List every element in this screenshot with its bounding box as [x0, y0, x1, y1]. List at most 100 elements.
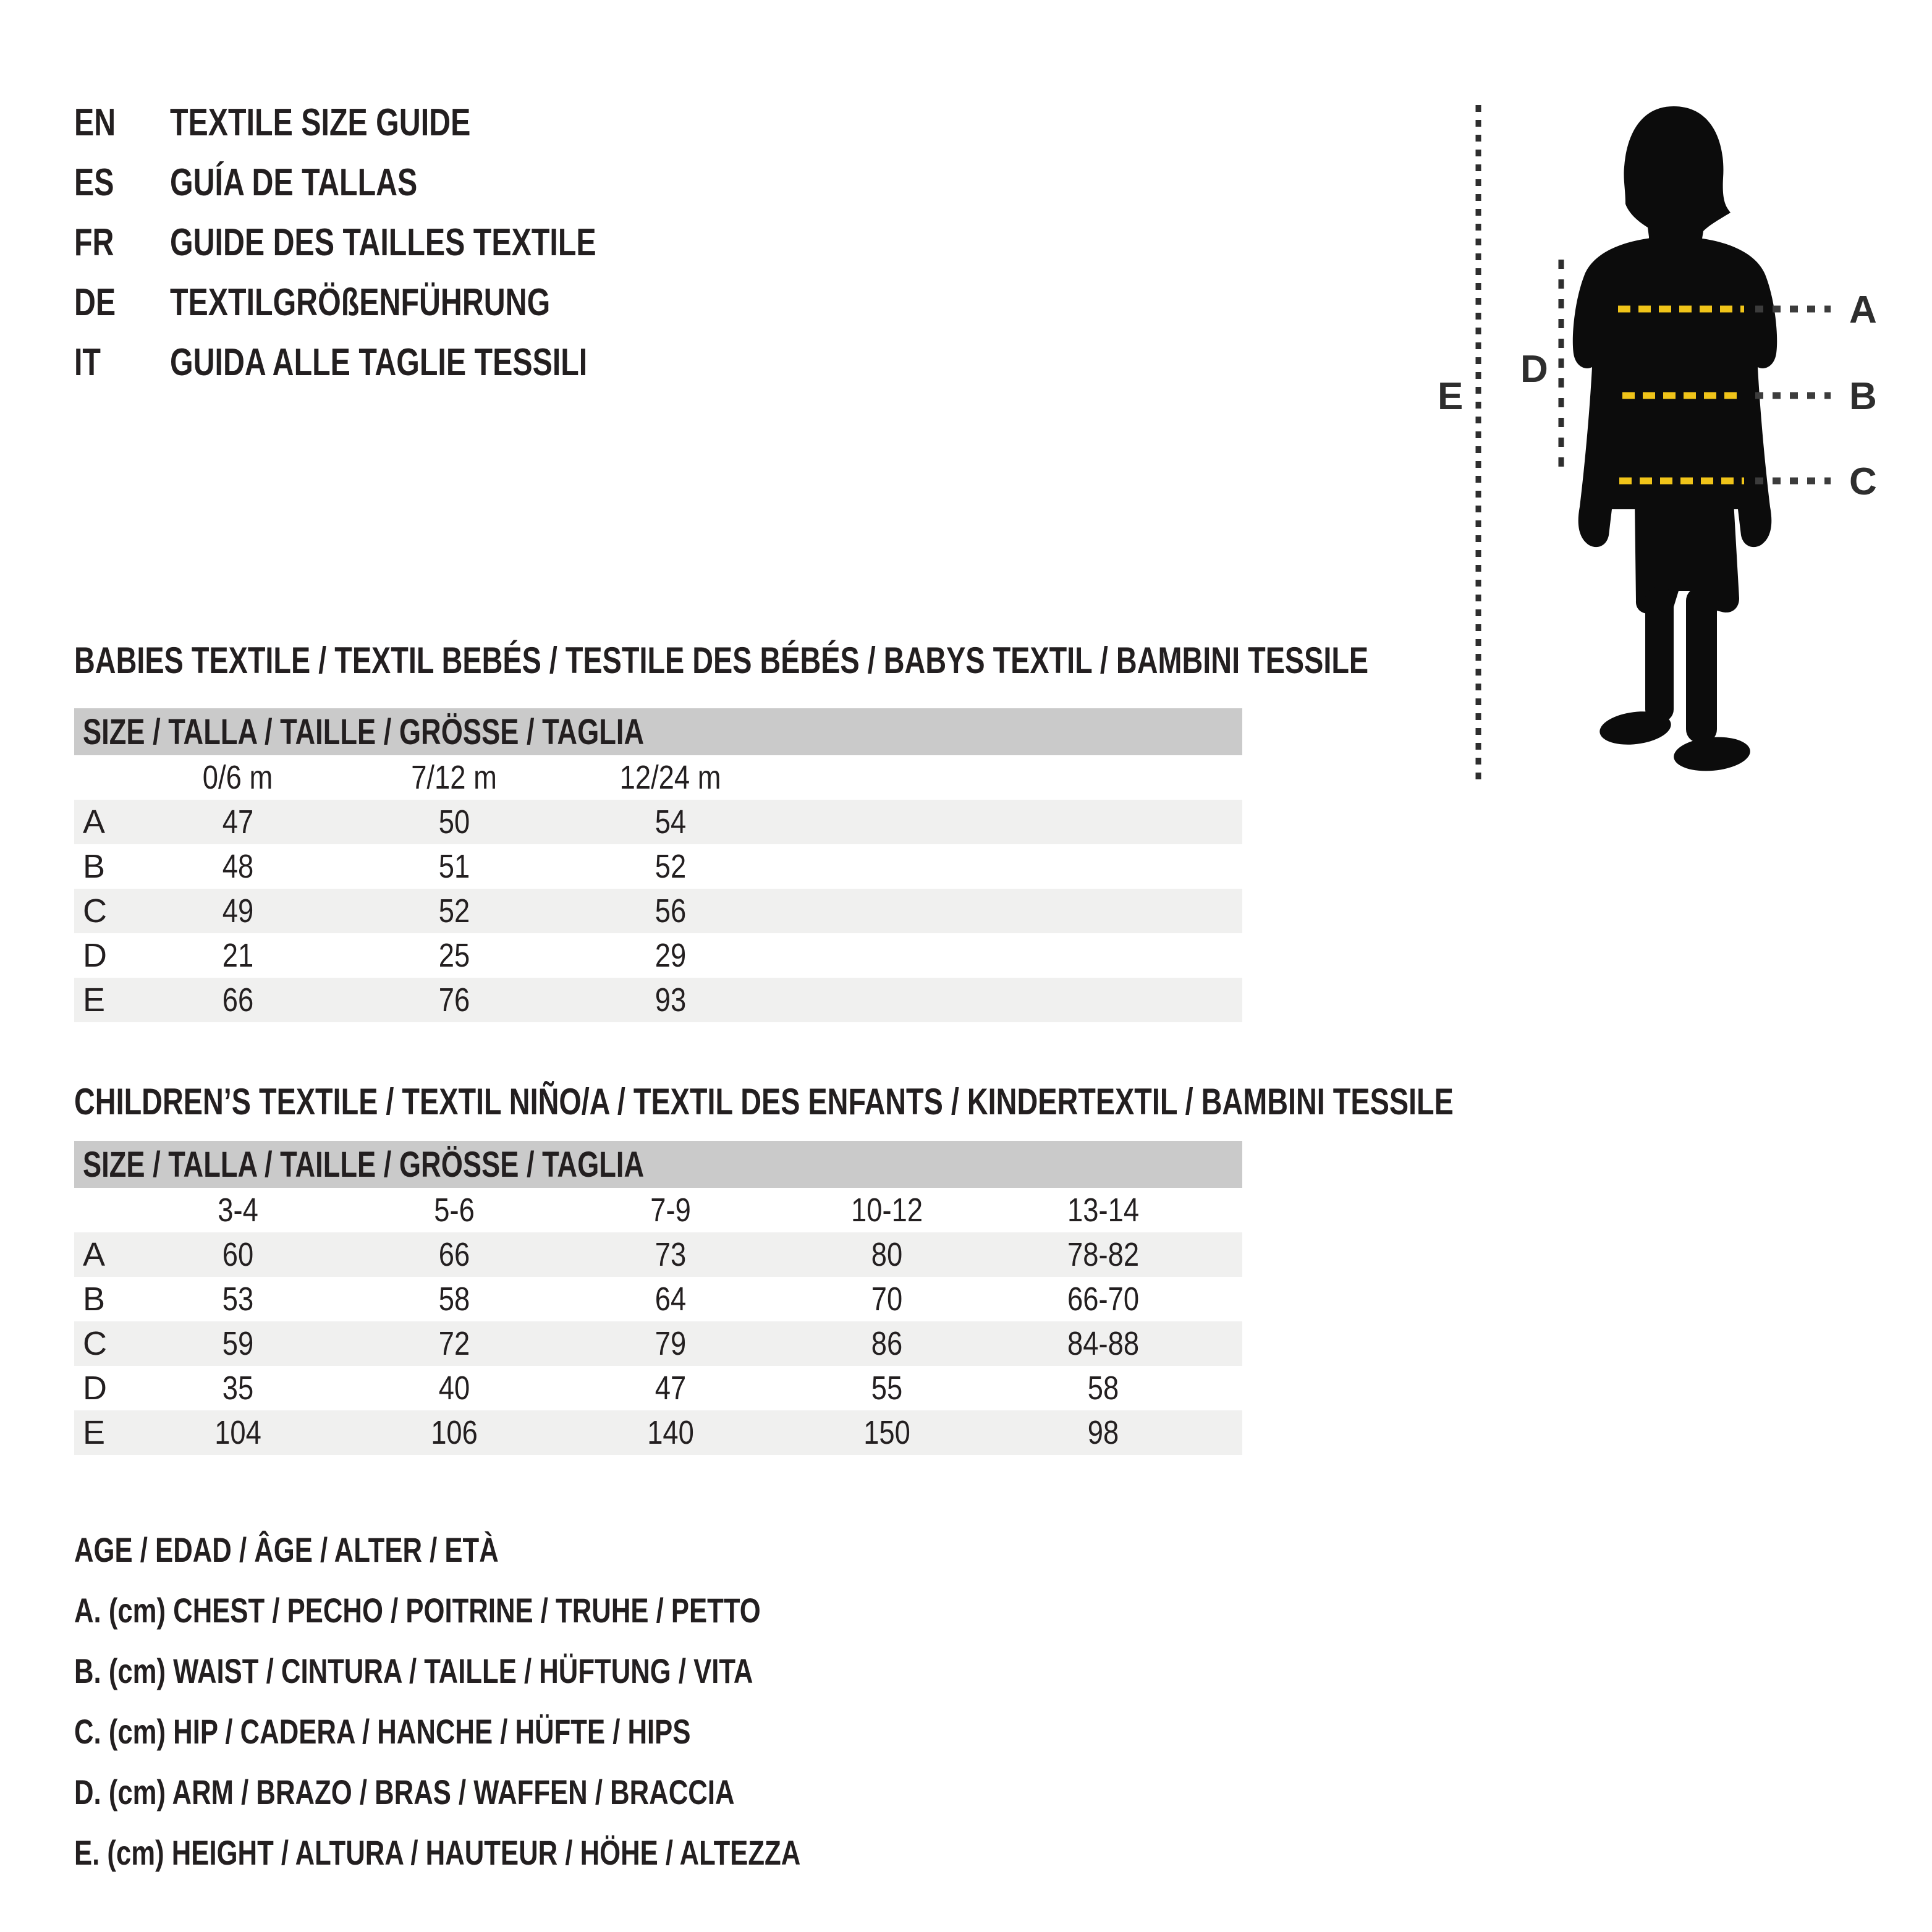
- size-value: 52: [438, 892, 470, 930]
- row-label: C: [83, 1325, 107, 1362]
- babies-section-title: BABIES TEXTILE / TEXTIL BEBÉS / TESTILE …: [74, 640, 1369, 681]
- children-column-header: 13-14: [1067, 1192, 1140, 1229]
- size-value: 72: [438, 1325, 470, 1362]
- children-column-header: 5-6: [434, 1192, 475, 1229]
- legend-hip: C. (cm) HIP / CADERA / HANCHE / HÜFTE / …: [74, 1711, 691, 1751]
- size-value: 106: [431, 1414, 478, 1451]
- children-size-table: 3-4 5-6 7-9 10-12 13-14 A 60 66 73 80 78…: [74, 1188, 1242, 1455]
- table-row: E 104 106 140 150 98: [74, 1410, 1242, 1455]
- size-value: 84-88: [1067, 1325, 1140, 1362]
- filler-cell: [779, 889, 1242, 933]
- measurement-legend: AGE / EDAD / ÂGE / ALTER / ETÀ A. (cm) C…: [74, 1519, 1006, 1883]
- measure-label-d: D: [1520, 348, 1548, 391]
- language-code: IT: [74, 341, 101, 384]
- size-value: 79: [655, 1325, 687, 1362]
- size-value: 47: [222, 803, 254, 841]
- size-value: 54: [655, 803, 687, 841]
- size-value: 56: [655, 892, 687, 930]
- row-label: A: [83, 1236, 106, 1273]
- measure-label-a: A: [1849, 289, 1877, 331]
- legend-chest: A. (cm) CHEST / PECHO / POITRINE / TRUHE…: [74, 1590, 761, 1630]
- size-value: 73: [655, 1236, 687, 1273]
- size-value: 55: [871, 1370, 903, 1407]
- filler-cell: [779, 800, 1242, 844]
- filler-cell: [779, 978, 1242, 1022]
- language-row-fr: FR GUIDE DES TAILLES TEXTILE: [74, 213, 716, 273]
- size-value: 150: [863, 1414, 910, 1451]
- language-code: ES: [74, 161, 114, 204]
- filler-cell: [1211, 1188, 1242, 1232]
- size-value: 40: [438, 1370, 470, 1407]
- filler-cell: [1211, 1321, 1242, 1366]
- size-value: 58: [1087, 1370, 1119, 1407]
- measure-label-c: C: [1849, 460, 1877, 503]
- language-row-it: IT GUIDA ALLE TAGLIE TESSILI: [74, 333, 716, 392]
- legend-arm: D. (cm) ARM / BRAZO / BRAS / WAFFEN / BR…: [74, 1772, 735, 1811]
- row-label: E: [83, 981, 106, 1019]
- size-value: 80: [871, 1236, 903, 1273]
- size-value: 66: [222, 981, 254, 1019]
- children-column-header: 3-4: [218, 1192, 258, 1229]
- row-label: C: [83, 892, 107, 930]
- babies-column-header: 7/12 m: [411, 759, 498, 796]
- size-value: 70: [871, 1281, 903, 1318]
- size-value: 50: [438, 803, 470, 841]
- guide-title-fr: GUIDE DES TAILLES TEXTILE: [170, 221, 596, 264]
- guide-title-en: TEXTILE SIZE GUIDE: [170, 101, 471, 144]
- size-value: 93: [655, 981, 687, 1019]
- size-value: 66-70: [1067, 1281, 1140, 1318]
- language-row-de: DE TEXTILGRÖßENFÜHRUNG: [74, 273, 716, 333]
- table-row: B 53 58 64 70 66-70: [74, 1277, 1242, 1321]
- size-value: 64: [655, 1281, 687, 1318]
- row-label: E: [83, 1414, 106, 1451]
- table-row: A 60 66 73 80 78-82: [74, 1232, 1242, 1277]
- size-value: 59: [222, 1325, 254, 1362]
- language-code: FR: [74, 221, 114, 264]
- language-code: EN: [74, 101, 116, 144]
- size-value: 25: [438, 937, 470, 974]
- size-value: 47: [655, 1370, 687, 1407]
- size-value: 49: [222, 892, 254, 930]
- row-label: D: [83, 937, 107, 974]
- language-code: DE: [74, 281, 116, 324]
- legend-age: AGE / EDAD / ÂGE / ALTER / ETÀ: [74, 1530, 499, 1569]
- measure-label-b: B: [1849, 375, 1877, 418]
- size-value: 86: [871, 1325, 903, 1362]
- size-value: 58: [438, 1281, 470, 1318]
- children-column-header: 10-12: [850, 1192, 923, 1229]
- child-silhouette-icon: [1572, 106, 1777, 771]
- language-row-es: ES GUÍA DE TALLAS: [74, 153, 716, 213]
- measure-label-e: E: [1438, 375, 1463, 418]
- size-value: 66: [438, 1236, 470, 1273]
- guide-title-it: GUIDA ALLE TAGLIE TESSILI: [170, 341, 588, 384]
- size-value: 78-82: [1067, 1236, 1140, 1273]
- size-value: 29: [655, 937, 687, 974]
- table-row: B 48 51 52: [74, 844, 1242, 889]
- table-row: E 66 76 93: [74, 978, 1242, 1022]
- filler-cell: [1211, 1410, 1242, 1455]
- size-value: 21: [222, 937, 254, 974]
- babies-size-header-bar: SIZE / TALLA / TAILLE / GRÖSSE / TAGLIA: [74, 708, 1242, 755]
- table-row: C 59 72 79 86 84-88: [74, 1321, 1242, 1366]
- guide-title-es: GUÍA DE TALLAS: [170, 161, 418, 204]
- babies-size-table: 0/6 m 7/12 m 12/24 m A 47 50 54 B 48 51 …: [74, 755, 1242, 1022]
- size-value: 52: [655, 848, 687, 885]
- size-value: 76: [438, 981, 470, 1019]
- children-section-title: CHILDREN’S TEXTILE / TEXTIL NIÑO/A / TEX…: [74, 1081, 1454, 1122]
- children-size-header-bar: SIZE / TALLA / TAILLE / GRÖSSE / TAGLIA: [74, 1141, 1242, 1188]
- filler-cell: [779, 755, 1242, 800]
- corner-cell: [74, 1188, 130, 1232]
- language-title-block: EN TEXTILE SIZE GUIDE ES GUÍA DE TALLAS …: [74, 93, 716, 392]
- babies-column-header: 0/6 m: [203, 759, 273, 796]
- row-label: D: [83, 1370, 107, 1407]
- language-row-en: EN TEXTILE SIZE GUIDE: [74, 93, 716, 153]
- filler-cell: [1211, 1232, 1242, 1277]
- filler-cell: [1211, 1277, 1242, 1321]
- row-label: B: [83, 848, 106, 885]
- row-label: A: [83, 803, 106, 841]
- table-row: C 49 52 56: [74, 889, 1242, 933]
- guide-title-de: TEXTILGRÖßENFÜHRUNG: [170, 281, 551, 324]
- size-value: 98: [1087, 1414, 1119, 1451]
- children-column-header: 7-9: [650, 1192, 691, 1229]
